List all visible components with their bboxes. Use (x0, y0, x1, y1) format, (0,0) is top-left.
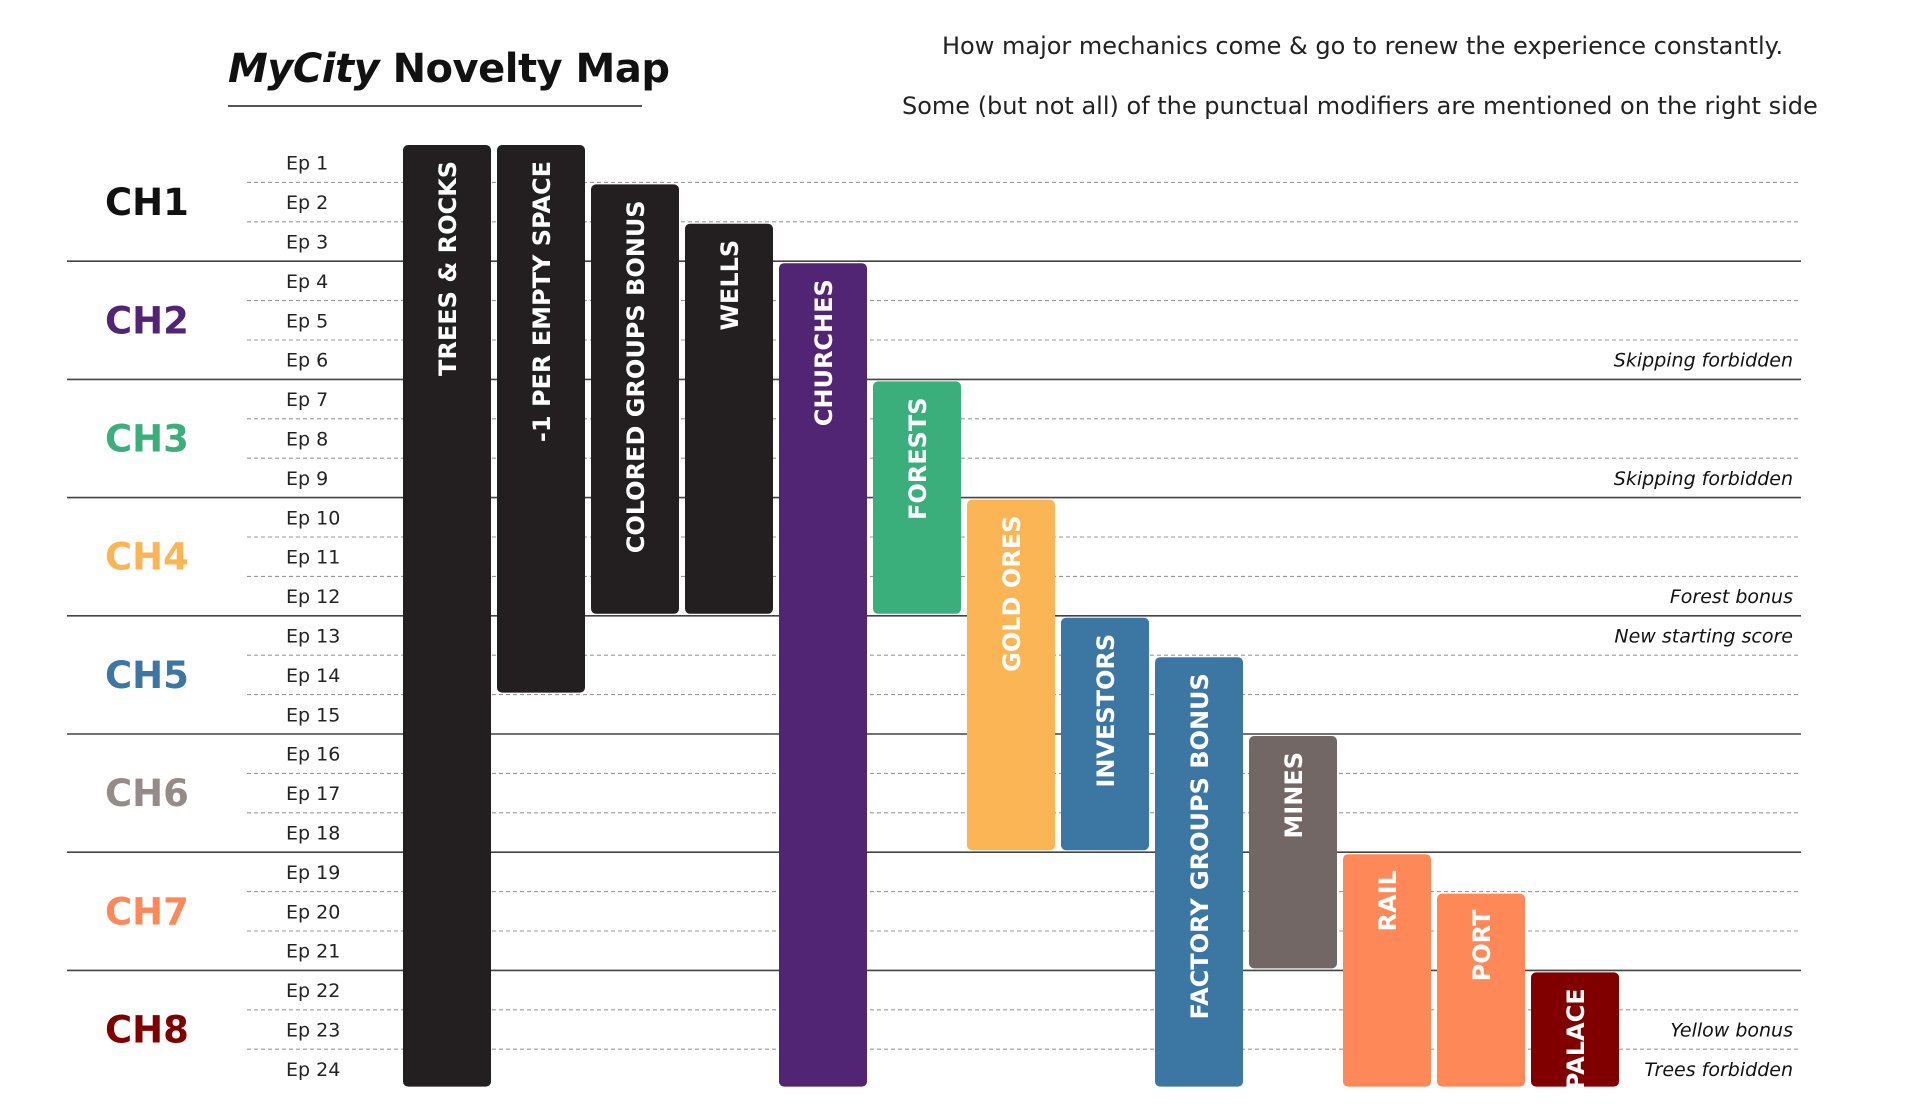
mechanic-bar (873, 381, 961, 614)
mechanic-bar (1531, 972, 1619, 1087)
mechanic-label: FACTORY GROUPS BONUS (1186, 673, 1214, 1019)
chapter-label: CH6 (105, 772, 189, 815)
title-italic: MyCity (228, 46, 380, 92)
mechanic-bar (1155, 657, 1243, 1087)
episode-label: Ep 21 (286, 941, 340, 963)
modifier-label: Skipping forbidden (1614, 350, 1793, 372)
modifier-label: Skipping forbidden (1614, 468, 1793, 490)
subtitle-2: Some (but not all) of the punctual modif… (902, 92, 1818, 120)
episode-label: Ep 23 (286, 1020, 340, 1042)
episode-label: Ep 18 (286, 823, 340, 845)
episode-label: Ep 4 (286, 271, 328, 293)
chapter-label: CH4 (105, 536, 189, 579)
episode-label: Ep 5 (286, 310, 328, 332)
episode-label: Ep 9 (286, 468, 328, 490)
episode-label: Ep 12 (286, 586, 340, 608)
mechanic-label: TREES & ROCKS (434, 161, 462, 376)
episode-label: Ep 10 (286, 507, 340, 529)
mechanic-bar (779, 263, 867, 1087)
mechanic-bar (1249, 736, 1337, 969)
mechanic-label: -1 PER EMPTY SPACE (528, 161, 556, 442)
episode-label: Ep 2 (286, 192, 328, 214)
modifier-label: Forest bonus (1670, 586, 1793, 608)
title-underline (228, 105, 642, 107)
modifier-label: New starting score (1614, 626, 1793, 648)
episode-label: Ep 1 (286, 153, 328, 175)
mechanic-label: PORT (1468, 909, 1496, 981)
episode-label: Ep 20 (286, 901, 340, 923)
mechanic-bar (497, 145, 585, 693)
mechanic-label: FORESTS (904, 397, 932, 520)
episode-label: Ep 16 (286, 744, 340, 766)
mechanic-label: COLORED GROUPS BONUS (622, 200, 650, 553)
mechanic-bar (1061, 617, 1149, 851)
mechanic-label: CHURCHES (810, 279, 838, 426)
mechanic-bar (403, 145, 491, 1087)
mechanic-bar (1343, 854, 1431, 1087)
chapter-label: CH3 (105, 418, 189, 461)
episode-label: Ep 3 (286, 232, 328, 254)
episode-label: Ep 11 (286, 547, 340, 569)
modifier-label: Yellow bonus (1670, 1020, 1793, 1042)
mechanic-label: MINES (1280, 752, 1308, 839)
mechanic-bar (685, 223, 773, 614)
mechanic-label: RAIL (1374, 870, 1402, 931)
chapter-label: CH7 (105, 890, 189, 933)
episode-label: Ep 19 (286, 862, 340, 884)
chapter-label: CH2 (105, 299, 189, 342)
mechanic-bar (1437, 893, 1525, 1087)
mechanic-label: WELLS (716, 240, 744, 331)
mechanic-bar (591, 184, 679, 614)
mechanic-label: GOLD ORES (998, 516, 1026, 672)
page-title: MyCity Novelty Map (228, 46, 670, 92)
episode-label: Ep 14 (286, 665, 340, 687)
episode-label: Ep 22 (286, 980, 340, 1002)
episode-label: Ep 8 (286, 429, 328, 451)
episode-label: Ep 7 (286, 389, 328, 411)
mechanic-label: INVESTORS (1092, 634, 1120, 788)
chapter-label: CH1 (105, 181, 189, 224)
episode-label: Ep 6 (286, 350, 328, 372)
subtitle-1: How major mechanics come & go to renew t… (942, 32, 1784, 60)
episode-label: Ep 13 (286, 626, 340, 648)
episode-label: Ep 17 (286, 783, 340, 805)
mechanic-label: PALACE (1562, 988, 1590, 1090)
title-rest: Novelty Map (379, 46, 670, 92)
episode-label: Ep 15 (286, 704, 340, 726)
modifier-label: Trees forbidden (1644, 1059, 1793, 1081)
chapter-label: CH8 (105, 1009, 189, 1052)
chapter-label: CH5 (105, 654, 189, 697)
episode-label: Ep 24 (286, 1059, 340, 1081)
mechanic-bar (967, 499, 1055, 851)
